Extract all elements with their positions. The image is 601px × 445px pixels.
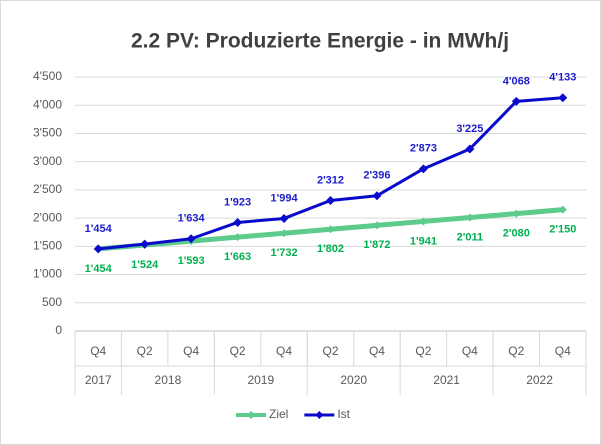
marker xyxy=(326,225,335,234)
marker xyxy=(372,191,382,201)
marker xyxy=(186,234,196,244)
data-label: 1'663 xyxy=(224,251,251,263)
data-label: 4'133 xyxy=(549,72,576,84)
y-tick-label: 0 xyxy=(55,323,62,337)
x-tick-label: Q2 xyxy=(508,344,524,358)
data-label: 1'454 xyxy=(85,263,113,275)
x-group-label: 2017 xyxy=(85,373,112,387)
data-label: 1'732 xyxy=(270,247,297,259)
legend-label: Ist xyxy=(337,407,350,421)
marker xyxy=(418,164,428,174)
x-tick-label: Q4 xyxy=(276,344,292,358)
marker xyxy=(140,239,150,249)
marker xyxy=(279,213,289,223)
x-tick-label: Q2 xyxy=(230,344,246,358)
marker xyxy=(558,205,567,214)
data-label: 1'524 xyxy=(131,259,159,271)
data-label: 2'396 xyxy=(363,170,390,182)
marker xyxy=(511,96,521,106)
data-label: 2'312 xyxy=(317,174,344,186)
data-label: 1'454 xyxy=(85,223,113,235)
y-tick-label: 4'000 xyxy=(33,97,62,111)
data-label: 1'634 xyxy=(178,213,206,225)
data-label: 2'011 xyxy=(457,231,483,243)
marker xyxy=(419,217,428,226)
x-tick-label: Q2 xyxy=(322,344,338,358)
x-tick-label: Q4 xyxy=(555,344,571,358)
x-group-label: 2020 xyxy=(340,373,367,387)
marker xyxy=(233,233,242,242)
data-label: 1'941 xyxy=(410,235,437,247)
x-group-label: 2021 xyxy=(433,373,460,387)
x-tick-label: Q2 xyxy=(415,344,431,358)
data-label: 1'872 xyxy=(363,239,390,251)
y-tick-label: 4'500 xyxy=(33,69,62,83)
x-tick-label: Q4 xyxy=(90,344,106,358)
marker xyxy=(512,209,521,218)
legend-marker xyxy=(247,411,255,419)
y-tick-label: 3'500 xyxy=(33,126,62,140)
marker xyxy=(465,213,474,222)
data-label: 4'068 xyxy=(503,75,530,87)
y-tick-label: 3'000 xyxy=(33,154,62,168)
marker xyxy=(326,196,335,206)
data-label: 1'593 xyxy=(178,255,205,267)
marker xyxy=(372,221,381,230)
y-tick-label: 500 xyxy=(42,295,62,309)
x-tick-label: Q2 xyxy=(137,344,153,358)
y-tick-label: 1'500 xyxy=(33,239,62,253)
data-label: 1'802 xyxy=(317,243,344,255)
x-tick-label: Q4 xyxy=(183,344,199,358)
data-label: 2'873 xyxy=(410,143,437,155)
x-tick-label: Q4 xyxy=(462,344,478,358)
marker xyxy=(280,229,289,238)
data-label: 2'080 xyxy=(503,228,530,240)
marker xyxy=(465,144,475,154)
x-group-label: 2022 xyxy=(526,373,553,387)
data-label: 1'923 xyxy=(224,196,251,208)
legend-marker xyxy=(315,411,324,419)
data-label: 3'225 xyxy=(456,123,483,135)
x-group-label: 2018 xyxy=(155,373,182,387)
y-tick-label: 1'000 xyxy=(33,267,62,281)
x-tick-label: Q4 xyxy=(369,344,385,358)
marker xyxy=(558,93,568,103)
x-group-label: 2019 xyxy=(247,373,274,387)
y-tick-label: 2'000 xyxy=(33,210,62,224)
marker xyxy=(233,217,243,227)
data-label: 2'150 xyxy=(549,224,576,236)
y-tick-label: 2'500 xyxy=(33,182,62,196)
data-label: 1'994 xyxy=(270,192,298,204)
legend-label: Ziel xyxy=(269,407,288,421)
chart-title: 2.2 PV: Produzierte Energie - in MWh/j xyxy=(131,30,509,53)
marker xyxy=(93,244,103,254)
